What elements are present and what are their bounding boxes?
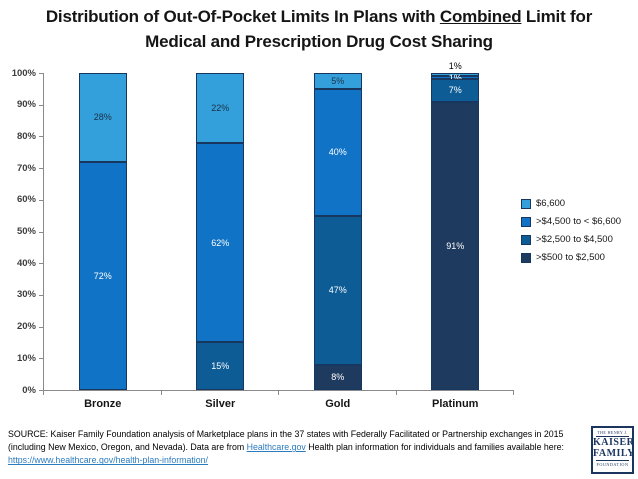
y-axis-tick-label: 30%: [16, 289, 36, 301]
y-axis-line: [43, 73, 44, 391]
y-axis-tick: [39, 390, 43, 391]
bar-segment-label: 7%: [448, 85, 462, 96]
bar-segment: [313, 364, 362, 390]
legend-swatch: [521, 234, 531, 245]
x-axis-tick: [395, 391, 397, 395]
legend-item-label: >$4,500 to < $6,600: [536, 216, 622, 227]
source-note: SOURCE: Kaiser Family Foundation analysi…: [8, 428, 588, 468]
y-axis-tick-label: 10%: [16, 352, 36, 364]
y-axis-tick: [39, 199, 43, 201]
x-axis-label: Platinum: [432, 398, 479, 410]
chart-title-line1: Distribution of Out-Of-Pocket Limits In …: [45, 7, 593, 26]
bar-segment: [313, 88, 362, 216]
y-axis-tick: [39, 263, 43, 265]
x-axis-tick: [513, 391, 514, 395]
y-axis-tick: [39, 73, 43, 74]
y-axis-tick: [39, 358, 43, 360]
source-text: SOURCE: Kaiser Family Foundation analysi…: [8, 429, 564, 453]
bar-segment-label: 47%: [328, 285, 347, 296]
healthcare-gov-link[interactable]: Healthcare.gov: [246, 442, 306, 453]
logo-bottom-text: FOUNDATION: [596, 460, 629, 467]
bar-segment: [431, 101, 480, 390]
legend: $6,600 >$4,500 to < $6,600 >$2,500 to $4,5…: [521, 198, 621, 270]
bar-segment: [431, 79, 480, 102]
bar-segment: [196, 143, 245, 342]
legend-swatch: [521, 216, 531, 227]
bar-platinum: 1% 1% 7% 91%: [431, 61, 480, 390]
chart-title-underlined-word: Combined: [439, 7, 522, 26]
legend-item: >$4,500 to < $6,600: [521, 216, 621, 227]
bar-segment: [196, 341, 245, 390]
legend-swatch: [521, 252, 531, 263]
y-axis-tick: [39, 326, 43, 328]
legend-item: >$500 to $2,500: [521, 252, 621, 263]
bar-segment-label: 8%: [331, 372, 345, 383]
x-axis-label: Silver: [205, 398, 236, 410]
legend-swatch: [521, 198, 531, 209]
y-axis-tick-label: 20%: [16, 321, 36, 333]
x-axis-tick: [43, 391, 44, 395]
logo-name-line2: FAMILY: [593, 447, 635, 459]
bar-segment: [196, 73, 245, 144]
bar-silver: 22% 62% 15%: [196, 73, 245, 390]
y-axis-tick: [39, 168, 43, 170]
bar-segment: [78, 73, 127, 162]
x-axis-tick: [160, 391, 162, 395]
x-axis-label: Bronze: [84, 398, 122, 410]
kaiser-family-foundation-logo: THE HENRY J. KAISER FAMILY FOUNDATION: [591, 426, 634, 474]
y-axis-tick-label: 40%: [16, 257, 36, 269]
y-axis-tick: [39, 136, 43, 138]
bar-segment-label: 72%: [93, 270, 112, 281]
x-axis-label: Gold: [325, 398, 351, 410]
legend-item-label: $6,600: [536, 198, 566, 209]
legend-item: >$2,500 to $4,500: [521, 234, 621, 245]
bar-segment: [431, 76, 480, 80]
y-axis-tick-label: 80%: [16, 130, 36, 142]
y-axis-tick-label: 90%: [16, 99, 36, 111]
bar-segment-label: 22%: [211, 103, 230, 114]
bar-segment-label: 40%: [328, 147, 347, 158]
health-plan-information-link[interactable]: https://www.healthcare.gov/health-plan-i…: [8, 455, 208, 466]
bar-segment: [431, 73, 480, 77]
legend-item-label: >$2,500 to $4,500: [536, 234, 613, 245]
y-axis-tick-label: 70%: [16, 162, 36, 174]
bar-segment: [78, 161, 127, 390]
y-axis-tick-label: 50%: [16, 226, 36, 237]
bar-bronze: 28% 72%: [78, 73, 127, 390]
y-axis-tick-label: 100%: [11, 67, 36, 79]
bar-segment-label-outside: 1%: [448, 61, 462, 71]
bar-segment: [313, 73, 362, 89]
legend-item-label: >$500 to $2,500: [536, 252, 605, 263]
bar-segment-label: 15%: [211, 360, 230, 371]
logo-top-text: THE HENRY J.: [596, 430, 629, 437]
bar-segment-label: 28%: [93, 112, 112, 123]
bar-segment-label: 91%: [446, 240, 465, 251]
bar-gold: 5% 40% 47% 8%: [313, 73, 362, 390]
bar-segment-label: 5%: [331, 75, 345, 86]
y-axis-tick: [39, 104, 43, 106]
x-axis-tick: [278, 391, 279, 395]
bar-segment-label: 1%: [448, 72, 462, 83]
logo-name-line1: KAISER: [593, 437, 635, 448]
x-axis-line: [43, 390, 514, 391]
bar-segment-label: 62%: [211, 237, 230, 248]
chart-title: Distribution of Out-Of-Pocket Limits In …: [0, 5, 638, 54]
y-axis-tick: [39, 231, 43, 233]
y-axis-tick: [39, 294, 43, 296]
y-axis-tick-label: 60%: [16, 194, 36, 206]
y-axis: 0% 10% 20% 30% 40% 50% 60% 70% 80% 90% 100%: [0, 68, 36, 396]
bar-segment: [313, 215, 362, 365]
legend-item: $6,600: [521, 198, 621, 209]
y-axis-tick-label: 0%: [22, 384, 36, 396]
source-text-2: Health plan information for individuals …: [305, 442, 564, 453]
chart-title-line2: Medical and Prescription Drug Cost Shari…: [145, 31, 493, 51]
plot-area: 28% 72% Bronze 22% 62% 15% Silver 5% 40% 47% 8% Gol…: [44, 61, 514, 410]
